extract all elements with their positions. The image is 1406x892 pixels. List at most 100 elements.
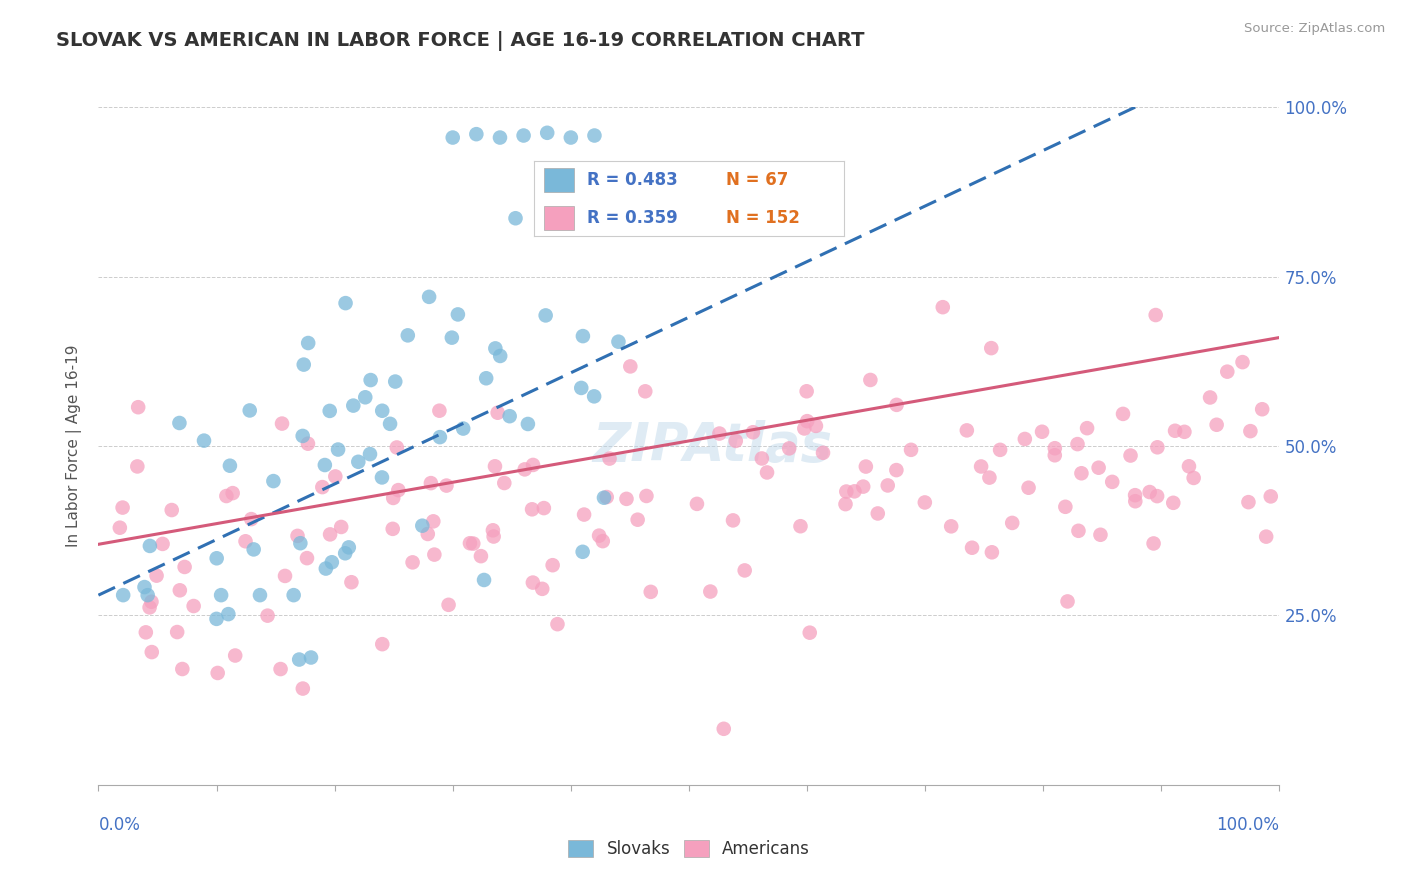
Point [381, 522, 404, 536]
Point [1205, 417, 1227, 432]
Point [796, 414, 818, 428]
Point [520, 502, 543, 516]
Point [152, 537, 174, 551]
Point [592, 534, 614, 549]
Point [1123, 494, 1146, 508]
Point [323, 469, 346, 483]
Point [423, 548, 446, 562]
Point [980, 545, 1002, 559]
Point [956, 423, 979, 437]
Point [235, 534, 257, 549]
Point [291, 681, 314, 696]
Point [239, 403, 262, 417]
Point [522, 458, 544, 472]
Point [1237, 495, 1260, 509]
Point [299, 650, 322, 665]
Point [315, 561, 337, 575]
Point [1251, 402, 1274, 417]
Point [569, 381, 592, 395]
Point [721, 513, 744, 527]
Point [340, 575, 363, 590]
Point [844, 484, 866, 499]
Point [932, 300, 955, 314]
Point [283, 588, 305, 602]
Point [209, 588, 232, 602]
Point [1101, 475, 1123, 489]
Point [319, 404, 342, 418]
Point [1216, 365, 1239, 379]
Point [127, 400, 149, 414]
Point [458, 536, 481, 550]
Point [108, 521, 131, 535]
Point [980, 341, 1002, 355]
Point [619, 359, 641, 374]
Point [463, 536, 485, 550]
Point [314, 458, 336, 472]
Point [859, 373, 882, 387]
Point [274, 569, 297, 583]
Point [536, 126, 558, 140]
Point [135, 625, 157, 640]
Point [287, 529, 309, 543]
Point [778, 442, 800, 456]
Point [588, 528, 610, 542]
Point [271, 417, 294, 431]
Y-axis label: In Labor Force | Age 16-19: In Labor Force | Age 16-19 [66, 344, 83, 548]
Point [419, 476, 441, 491]
Point [988, 442, 1011, 457]
Point [256, 608, 278, 623]
Point [288, 652, 311, 666]
Point [583, 128, 606, 143]
Point [799, 625, 821, 640]
Point [297, 336, 319, 351]
Point [599, 451, 621, 466]
Point [217, 607, 239, 621]
Point [855, 459, 877, 474]
Point [335, 546, 357, 560]
Point [852, 480, 875, 494]
Point [411, 518, 433, 533]
Point [796, 384, 818, 399]
Point [489, 349, 512, 363]
Point [970, 459, 993, 474]
Point [534, 309, 557, 323]
Point [319, 527, 342, 541]
Point [1146, 489, 1168, 503]
Point [804, 418, 827, 433]
Point [572, 508, 595, 522]
Point [1001, 516, 1024, 530]
Point [166, 625, 188, 640]
Point [1144, 308, 1167, 322]
Text: R = 0.359: R = 0.359 [586, 210, 678, 227]
Point [1178, 459, 1201, 474]
Point [429, 403, 451, 417]
Point [169, 416, 191, 430]
Point [440, 331, 463, 345]
Point [401, 555, 423, 569]
Point [1070, 467, 1092, 481]
Point [1018, 481, 1040, 495]
Point [1123, 488, 1146, 502]
Point [173, 560, 195, 574]
Point [498, 409, 520, 424]
Point [1119, 449, 1142, 463]
Text: 0.0%: 0.0% [98, 816, 141, 834]
Point [1260, 490, 1282, 504]
Point [385, 441, 408, 455]
Point [330, 520, 353, 534]
Point [886, 463, 908, 477]
Point [326, 442, 349, 457]
Point [169, 583, 191, 598]
Point [793, 421, 815, 435]
Point [1161, 496, 1184, 510]
Point [533, 501, 555, 516]
FancyBboxPatch shape [544, 206, 575, 230]
Point [138, 600, 160, 615]
Point [1054, 500, 1077, 514]
Point [360, 373, 382, 387]
Point [335, 296, 357, 310]
Point [482, 524, 505, 538]
Point [484, 342, 506, 356]
Point [835, 484, 858, 499]
Point [866, 507, 889, 521]
